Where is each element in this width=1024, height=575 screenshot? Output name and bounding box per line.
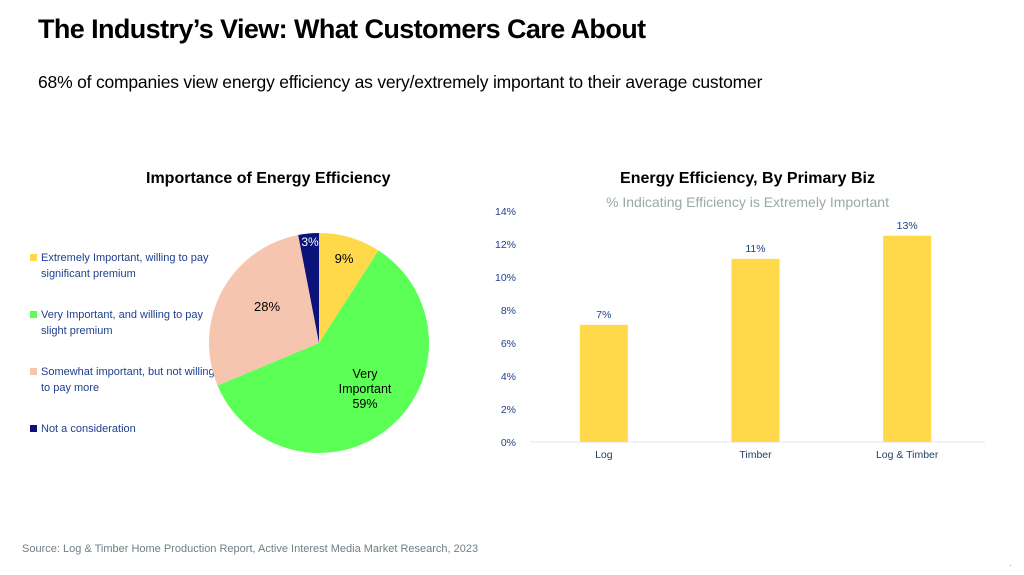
slide-subtitle: 68% of companies view energy efficiency … (38, 72, 763, 92)
legend-item-very-important: Very Important, and willing to pay sligh… (30, 307, 225, 339)
pie-data-label: 3% (301, 235, 319, 249)
bar-data-label: 11% (745, 243, 765, 255)
pie-slice (319, 233, 379, 343)
bar-data-label: 7% (596, 309, 611, 321)
bar (731, 258, 780, 442)
bar (579, 324, 628, 442)
legend-item-somewhat-important: Somewhat important, but not willing to p… (30, 364, 225, 396)
pie-slice (209, 234, 319, 386)
pie-data-label: Very Important 59% (339, 367, 392, 411)
bar-chart-subtitle: % Indicating Efficiency is Extremely Imp… (606, 194, 889, 210)
slide-marker (1010, 565, 1011, 566)
pie-slice (217, 250, 429, 453)
legend-label: Not a consideration (41, 423, 136, 435)
y-tick-label: 4% (501, 371, 516, 383)
slide-title: The Industry’s View: What Customers Care… (38, 14, 646, 44)
pie-slice (298, 233, 319, 343)
y-tick-label: 6% (501, 338, 516, 350)
legend-swatch (30, 254, 37, 261)
y-tick-label: 2% (501, 404, 516, 416)
y-tick-label: 10% (495, 272, 516, 284)
legend-swatch (30, 311, 37, 318)
legend-label: Somewhat important, but not willing to p… (41, 366, 215, 394)
legend-swatch (30, 425, 37, 432)
pie-data-label: 9% (335, 251, 354, 266)
x-tick-label: Log (595, 449, 613, 461)
pie-data-label: 28% (254, 299, 280, 314)
x-tick-label: Log & Timber (876, 449, 939, 461)
bar-data-label: 13% (897, 220, 918, 232)
legend-item-extremely-important: Extremely Important, willing to pay sign… (30, 250, 225, 282)
legend-label: Very Important, and willing to pay sligh… (41, 309, 204, 337)
legend-label: Extremely Important, willing to pay sign… (41, 252, 209, 280)
source-note: Source: Log & Timber Home Production Rep… (22, 543, 479, 555)
pie-chart-title: Importance of Energy Efficiency (146, 170, 391, 187)
bar-chart-title: Energy Efficiency, By Primary Biz (620, 170, 875, 187)
x-tick-label: Timber (739, 449, 772, 461)
pie-legend: Extremely Important, willing to pay sign… (30, 250, 225, 462)
bar (883, 235, 932, 442)
y-tick-label: 14% (495, 206, 516, 218)
y-tick-label: 0% (501, 437, 516, 449)
legend-item-not-a-consideration: Not a consideration (30, 421, 225, 437)
legend-swatch (30, 368, 37, 375)
y-tick-label: 12% (495, 239, 516, 251)
y-tick-label: 8% (501, 305, 516, 317)
